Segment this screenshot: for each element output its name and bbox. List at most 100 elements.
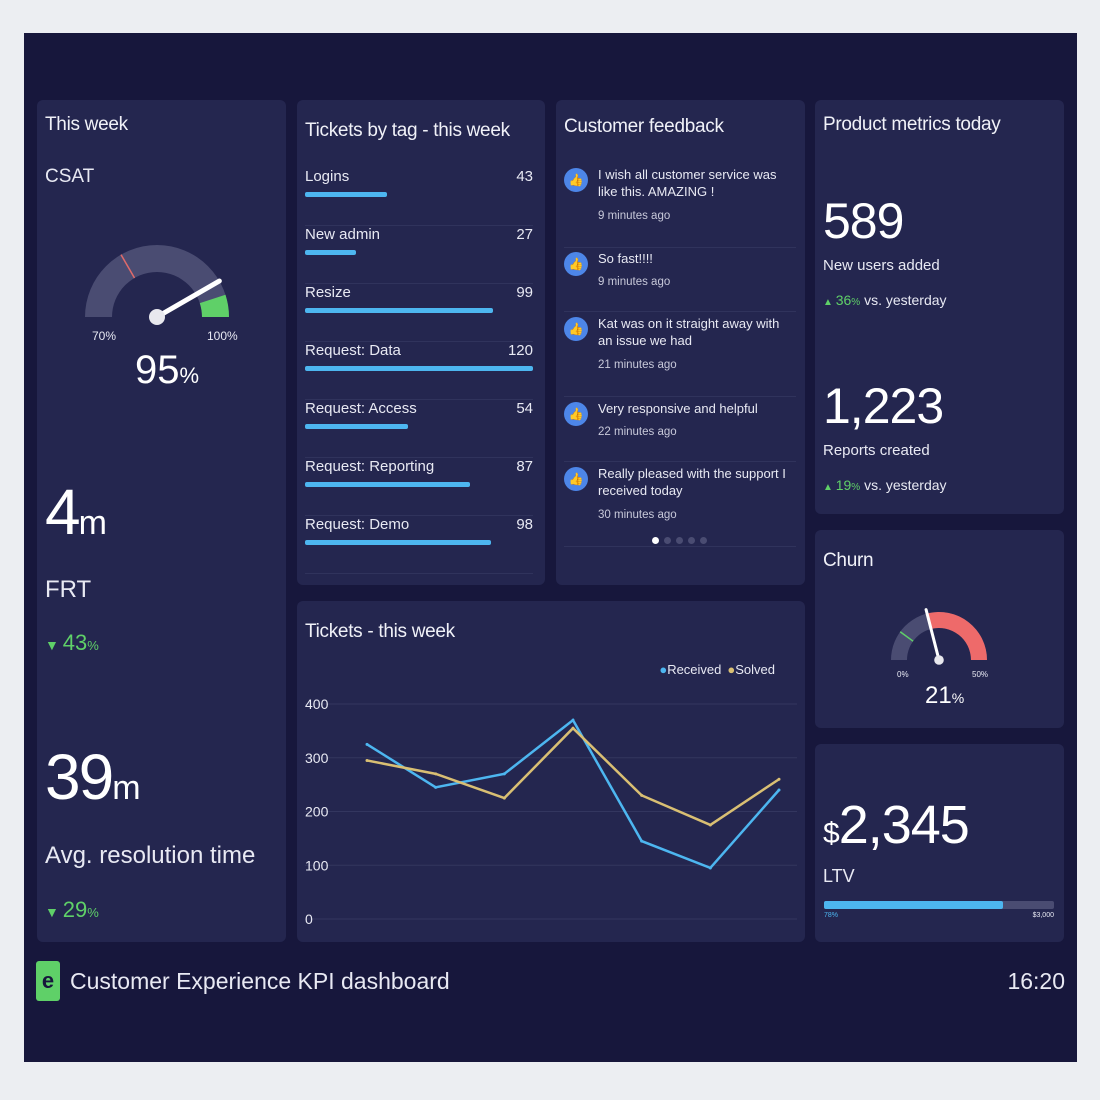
- frt-change: ▼ 43%: [45, 630, 99, 655]
- gauge-hub: [149, 309, 165, 325]
- arrow-down-icon: ▼: [45, 637, 63, 653]
- arrow-up-icon: ▲: [823, 482, 836, 493]
- tickets-by-tag-card: Tickets by tag - this week Logins 43 New a…: [297, 100, 545, 585]
- csat-max: 100%: [207, 329, 238, 343]
- tag-bar: [305, 308, 494, 313]
- tag-name: Request: Demo: [305, 516, 410, 533]
- data-point: [502, 796, 506, 800]
- tag-count: 99: [516, 284, 533, 301]
- reports-change: ▲ 19% vs. yesterday: [823, 477, 947, 493]
- page-dot[interactable]: [688, 537, 695, 544]
- tag-count: 120: [507, 342, 533, 359]
- tag-bar: [305, 482, 471, 487]
- feedback-text: I wish all customer service was like thi…: [598, 167, 777, 199]
- gauge-track: [85, 245, 229, 317]
- gauge-highlight: [927, 612, 987, 660]
- reports-label: Reports created: [823, 442, 930, 459]
- feedback-item: 👍 So fast!!!! 9 minutes ago: [564, 250, 796, 312]
- ltv-target: $3,000: [1032, 912, 1054, 919]
- churn-card: Churn 0% 50% 21%: [815, 530, 1064, 728]
- card-title: Product metrics today: [823, 114, 1001, 135]
- gauge-target-mark: [120, 254, 136, 279]
- product-metrics-card: Product metrics today 589 New users adde…: [815, 100, 1064, 514]
- tag-name: New admin: [305, 226, 381, 243]
- ltv-progress-label: 78%: [824, 912, 839, 919]
- tag-name: Request: Access: [305, 400, 417, 417]
- tag-row: Request: Reporting 87: [305, 458, 533, 516]
- card-title: Tickets by tag - this week: [305, 120, 510, 141]
- new-users-label: New users added: [823, 257, 940, 274]
- feedback-time: 9 minutes ago: [598, 210, 671, 222]
- gauge-highlight: [199, 294, 229, 317]
- feedback-time: 22 minutes ago: [598, 426, 677, 438]
- customer-feedback-card: Customer feedback 👍 I wish all customer s…: [556, 100, 805, 585]
- series-line-received: [366, 718, 780, 870]
- chart-legend: ●Received ●Solved: [659, 662, 775, 677]
- ltv-value: $2,345: [823, 795, 970, 855]
- y-tick-label: 200: [305, 804, 329, 820]
- tag-name: Resize: [305, 284, 351, 301]
- resolution-label: Avg. resolution time: [45, 842, 256, 869]
- churn-gauge: [891, 608, 987, 665]
- thumbs-up-icon: 👍: [564, 252, 588, 276]
- data-point: [571, 718, 575, 722]
- reports-value: 1,223: [823, 378, 944, 434]
- tag-count: 43: [516, 168, 533, 185]
- logo-icon: e: [36, 961, 60, 1001]
- y-tick-label: 400: [305, 696, 329, 712]
- y-tick-label: 100: [305, 857, 329, 873]
- data-point: [571, 726, 575, 730]
- tag-row: New admin 27: [305, 226, 533, 284]
- tag-row: Request: Demo 98: [305, 516, 533, 574]
- gauge-needle: [154, 278, 222, 320]
- resolution-change: ▼ 29%: [45, 897, 99, 922]
- feedback-item: 👍 Kat was on it straight away with an iss…: [564, 315, 796, 397]
- csat-min: 70%: [92, 329, 117, 343]
- page-dot[interactable]: [676, 537, 683, 544]
- tag-row: Request: Data 120: [305, 342, 533, 400]
- data-point: [777, 788, 781, 792]
- data-point: [365, 742, 369, 746]
- chart-title: Tickets - this week: [305, 621, 455, 642]
- legend-received: ●Received: [659, 662, 722, 677]
- footer-title: Customer Experience KPI dashboard: [70, 968, 450, 994]
- csat-value: 95%: [135, 348, 200, 392]
- feedback-time: 21 minutes ago: [598, 359, 677, 371]
- data-point: [434, 772, 438, 776]
- page-dot[interactable]: [652, 537, 659, 544]
- tag-row: Request: Access 54: [305, 400, 533, 458]
- csat-label: CSAT: [45, 166, 95, 187]
- card-title: Churn: [823, 550, 874, 571]
- feedback-time: 30 minutes ago: [598, 509, 677, 521]
- churn-max: 50%: [972, 670, 989, 679]
- tag-bar: [305, 424, 408, 429]
- gauge-target-mark: [899, 631, 914, 642]
- y-tick-label: 0: [305, 911, 313, 927]
- tag-count: 98: [516, 516, 533, 533]
- feedback-item: 👍 I wish all customer service was like th…: [564, 166, 796, 248]
- dashboard: This week CSAT 70% 100% 95% 4m FRT ▼ 43%…: [24, 33, 1077, 1062]
- page-dot[interactable]: [664, 537, 671, 544]
- gauge-needle: [924, 608, 941, 662]
- series-line-solved: [366, 726, 780, 827]
- y-tick-label: 300: [305, 750, 329, 766]
- feedback-item: 👍 Really pleased with the support I recei…: [564, 465, 796, 547]
- card-title: This week: [45, 114, 128, 135]
- data-point: [640, 839, 644, 843]
- page-dot[interactable]: [700, 537, 707, 544]
- data-point: [640, 793, 644, 797]
- feedback-text: Kat was on it straight away with an issu…: [598, 316, 780, 348]
- tag-count: 54: [516, 400, 533, 417]
- arrow-down-icon: ▼: [45, 904, 63, 920]
- tag-name: Request: Data: [305, 342, 401, 359]
- tag-name: Request: Reporting: [305, 458, 435, 475]
- resolution-value: 39m: [45, 741, 141, 813]
- this-week-card: This week CSAT 70% 100% 95% 4m FRT ▼ 43%…: [37, 100, 286, 942]
- tickets-chart-card: Tickets - this week ●Received ●Solved 0 1…: [297, 601, 805, 942]
- tag-name: Logins: [305, 168, 350, 185]
- thumbs-up-icon: 👍: [564, 467, 588, 491]
- data-point: [708, 823, 712, 827]
- ltv-progress-bar: [824, 901, 1054, 909]
- thumbs-up-icon: 👍: [564, 168, 588, 192]
- thumbs-up-icon: 👍: [564, 317, 588, 341]
